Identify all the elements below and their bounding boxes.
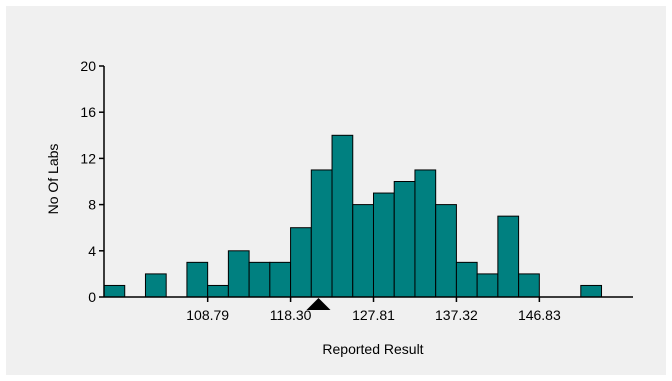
x-tick-label: 137.32 bbox=[435, 307, 478, 323]
x-axis-label: Reported Result bbox=[322, 341, 423, 357]
histogram-chart: 0 4 8 12 16 20 108.79 118.30 127.81 137.32 146.83… bbox=[45, 58, 633, 357]
x-tick-label: 127.81 bbox=[352, 307, 395, 323]
x-ticks-group: 108.79 118.30 127.81 137.32 146.83 bbox=[186, 297, 561, 323]
histogram-bar bbox=[227, 250, 250, 298]
histogram-bar bbox=[103, 284, 126, 298]
histogram-bar bbox=[476, 273, 499, 298]
histogram-bar bbox=[331, 134, 354, 298]
histogram-bar bbox=[435, 204, 457, 298]
chart-frame: 0 4 8 12 16 20 108.79 118.30 127.81 137.32 146.83… bbox=[6, 6, 666, 375]
histogram-bar bbox=[518, 273, 540, 298]
histogram-bar bbox=[372, 192, 395, 298]
y-tick-label: 8 bbox=[88, 197, 96, 213]
y-tick-label: 12 bbox=[80, 150, 96, 166]
reported-value-marker bbox=[306, 298, 331, 310]
histogram-bar bbox=[269, 261, 292, 298]
histogram-bar bbox=[207, 284, 229, 298]
y-tick-label: 0 bbox=[88, 289, 96, 305]
axes-group bbox=[103, 66, 633, 298]
histogram-bar bbox=[248, 261, 271, 298]
x-tick-label: 118.30 bbox=[270, 307, 312, 323]
histogram-bar bbox=[497, 215, 520, 298]
histogram-bar bbox=[352, 204, 374, 298]
histogram-bar bbox=[144, 273, 167, 298]
histogram-bar bbox=[580, 284, 603, 298]
y-tick-label: 4 bbox=[88, 243, 96, 259]
y-axis-label: No Of Labs bbox=[45, 144, 61, 215]
histogram-bar bbox=[290, 227, 312, 298]
histogram-bar bbox=[455, 261, 478, 298]
histogram-bar bbox=[310, 169, 333, 298]
y-ticks-group: 0 4 8 12 16 20 bbox=[80, 58, 104, 305]
y-tick-label: 16 bbox=[80, 104, 96, 120]
histogram-bar bbox=[393, 181, 416, 298]
x-tick-label: 146.83 bbox=[518, 307, 561, 323]
bars-group bbox=[103, 134, 603, 298]
y-tick-label: 20 bbox=[80, 58, 96, 74]
histogram-bar bbox=[186, 261, 209, 298]
histogram-bar bbox=[414, 169, 437, 298]
x-tick-label: 108.79 bbox=[186, 307, 229, 323]
